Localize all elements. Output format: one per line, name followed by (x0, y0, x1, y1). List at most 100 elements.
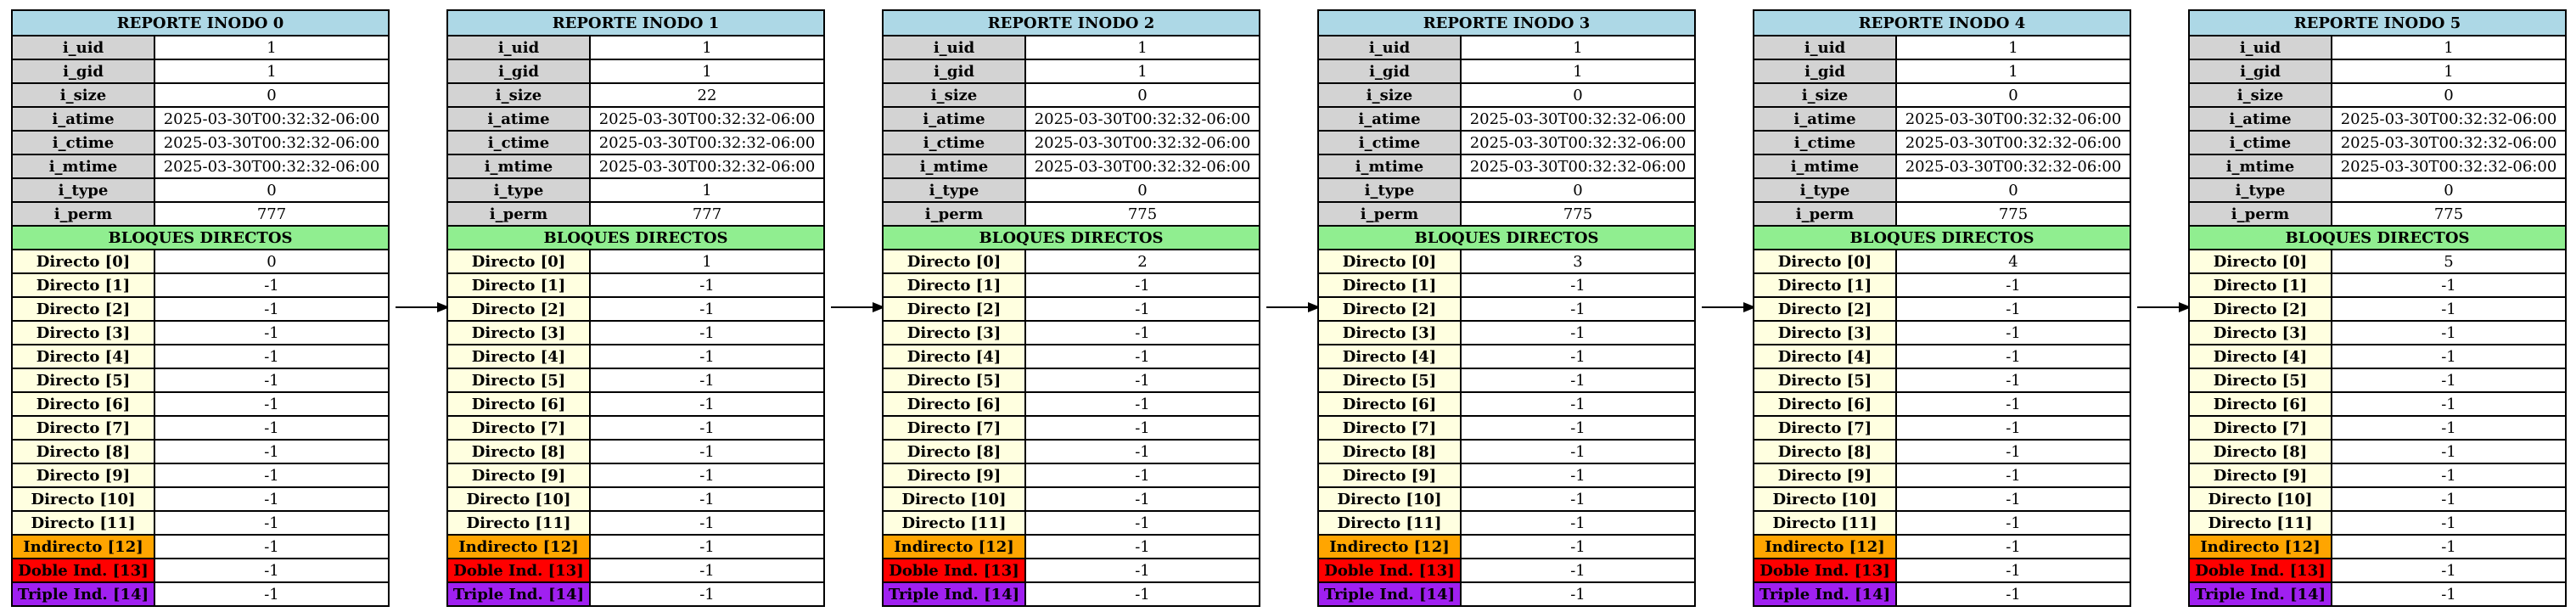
section-header: BLOQUES DIRECTOS (13, 227, 388, 249)
attr-row: i_uid 1 (884, 35, 1259, 59)
block-row: Triple Ind. [14] -1 (13, 581, 388, 605)
block-label: Directo [1] (2190, 274, 2332, 296)
block-row: Directo [3] -1 (1319, 320, 1694, 344)
attr-label: i_atime (1754, 108, 1897, 130)
block-value: -1 (155, 322, 388, 344)
attr-value: 777 (591, 203, 823, 225)
section-header-row: BLOQUES DIRECTOS (448, 225, 823, 249)
block-label: Doble Ind. [13] (884, 559, 1026, 581)
block-label: Indirecto [12] (884, 536, 1026, 558)
block-label: Directo [11] (1319, 512, 1462, 534)
block-label: Directo [2] (2190, 298, 2332, 320)
block-row: Directo [5] -1 (1754, 368, 2130, 391)
block-label: Indirecto [12] (448, 536, 591, 558)
attr-label: i_size (448, 84, 591, 106)
arrow-connector (2137, 302, 2192, 312)
block-label: Directo [3] (1754, 322, 1897, 344)
block-value: -1 (155, 417, 388, 439)
block-row: Directo [7] -1 (2190, 415, 2565, 439)
arrow-connector (1702, 302, 1756, 312)
block-label: Directo [2] (13, 298, 155, 320)
block-value: -1 (1026, 441, 1259, 463)
block-value: 0 (155, 250, 388, 272)
block-value: -1 (1462, 536, 1694, 558)
block-row: Directo [1] -1 (1319, 272, 1694, 296)
attr-value: 0 (2332, 179, 2565, 201)
attr-row: i_type 0 (2190, 177, 2565, 201)
attr-row: i_ctime 2025-03-30T00:32:32-06:00 (2190, 130, 2565, 154)
arrow-shaft (2137, 306, 2180, 308)
block-label: Directo [0] (13, 250, 155, 272)
block-label: Directo [2] (1754, 298, 1897, 320)
block-value: -1 (1897, 274, 2130, 296)
block-label: Doble Ind. [13] (2190, 559, 2332, 581)
attr-label: i_size (884, 84, 1026, 106)
section-header-row: BLOQUES DIRECTOS (13, 225, 388, 249)
block-label: Doble Ind. [13] (1319, 559, 1462, 581)
block-value: -1 (591, 464, 823, 486)
attr-label: i_type (884, 179, 1026, 201)
block-row: Directo [6] -1 (13, 391, 388, 415)
block-row: Triple Ind. [14] -1 (1754, 581, 2130, 605)
block-label: Directo [9] (884, 464, 1026, 486)
block-value: 5 (2332, 250, 2565, 272)
attr-row: i_gid 1 (2190, 59, 2565, 82)
block-label: Directo [0] (884, 250, 1026, 272)
block-row: Directo [8] -1 (1754, 439, 2130, 463)
attr-value: 775 (1897, 203, 2130, 225)
attr-label: i_type (1319, 179, 1462, 201)
block-row: Directo [8] -1 (884, 439, 1259, 463)
attr-row: i_atime 2025-03-30T00:32:32-06:00 (13, 106, 388, 130)
attr-value: 2025-03-30T00:32:32-06:00 (2332, 155, 2565, 177)
attr-label: i_type (1754, 179, 1897, 201)
attr-value: 2025-03-30T00:32:32-06:00 (1026, 132, 1259, 154)
block-value: -1 (1897, 441, 2130, 463)
block-row: Directo [3] -1 (2190, 320, 2565, 344)
block-label: Directo [10] (1319, 488, 1462, 510)
block-label: Directo [10] (2190, 488, 2332, 510)
block-label: Directo [9] (448, 464, 591, 486)
block-value: -1 (1462, 322, 1694, 344)
block-value: -1 (591, 559, 823, 581)
attr-value: 0 (155, 179, 388, 201)
attr-label: i_ctime (13, 132, 155, 154)
block-label: Directo [7] (1319, 417, 1462, 439)
block-row: Directo [0] 2 (884, 249, 1259, 272)
block-row: Directo [7] -1 (884, 415, 1259, 439)
block-row: Directo [9] -1 (448, 463, 823, 486)
arrow-shaft (396, 306, 438, 308)
block-label: Directo [5] (1319, 369, 1462, 391)
block-row: Doble Ind. [13] -1 (1754, 558, 2130, 581)
attr-label: i_atime (13, 108, 155, 130)
block-row: Directo [1] -1 (1754, 272, 2130, 296)
attr-row: i_mtime 2025-03-30T00:32:32-06:00 (448, 154, 823, 177)
block-value: -1 (2332, 393, 2565, 415)
block-value: -1 (2332, 583, 2565, 605)
attr-value: 2025-03-30T00:32:32-06:00 (1897, 108, 2130, 130)
attr-value: 2025-03-30T00:32:32-06:00 (2332, 108, 2565, 130)
block-value: -1 (591, 583, 823, 605)
attr-row: i_atime 2025-03-30T00:32:32-06:00 (1319, 106, 1694, 130)
attr-label: i_atime (1319, 108, 1462, 130)
block-value: -1 (1462, 441, 1694, 463)
arrow-connector (831, 302, 885, 312)
section-header: BLOQUES DIRECTOS (2190, 227, 2565, 249)
attr-label: i_gid (2190, 60, 2332, 82)
attr-label: i_gid (1754, 60, 1897, 82)
inode-title-row: REPORTE INODO 1 (448, 11, 823, 35)
attr-row: i_mtime 2025-03-30T00:32:32-06:00 (1754, 154, 2130, 177)
block-row: Triple Ind. [14] -1 (448, 581, 823, 605)
block-row: Triple Ind. [14] -1 (2190, 581, 2565, 605)
inode-table-3: REPORTE INODO 3 i_uid 1 i_gid 1 i_size 0 i_atim… (1317, 9, 1696, 607)
block-label: Directo [6] (884, 393, 1026, 415)
block-row: Directo [2] -1 (1754, 296, 2130, 320)
block-row: Directo [7] -1 (448, 415, 823, 439)
attr-value: 1 (591, 179, 823, 201)
block-label: Triple Ind. [14] (1319, 583, 1462, 605)
attr-row: i_atime 2025-03-30T00:32:32-06:00 (448, 106, 823, 130)
block-row: Directo [3] -1 (13, 320, 388, 344)
block-label: Directo [0] (1754, 250, 1897, 272)
block-value: -1 (155, 369, 388, 391)
attr-value: 0 (1026, 84, 1259, 106)
attr-label: i_gid (13, 60, 155, 82)
